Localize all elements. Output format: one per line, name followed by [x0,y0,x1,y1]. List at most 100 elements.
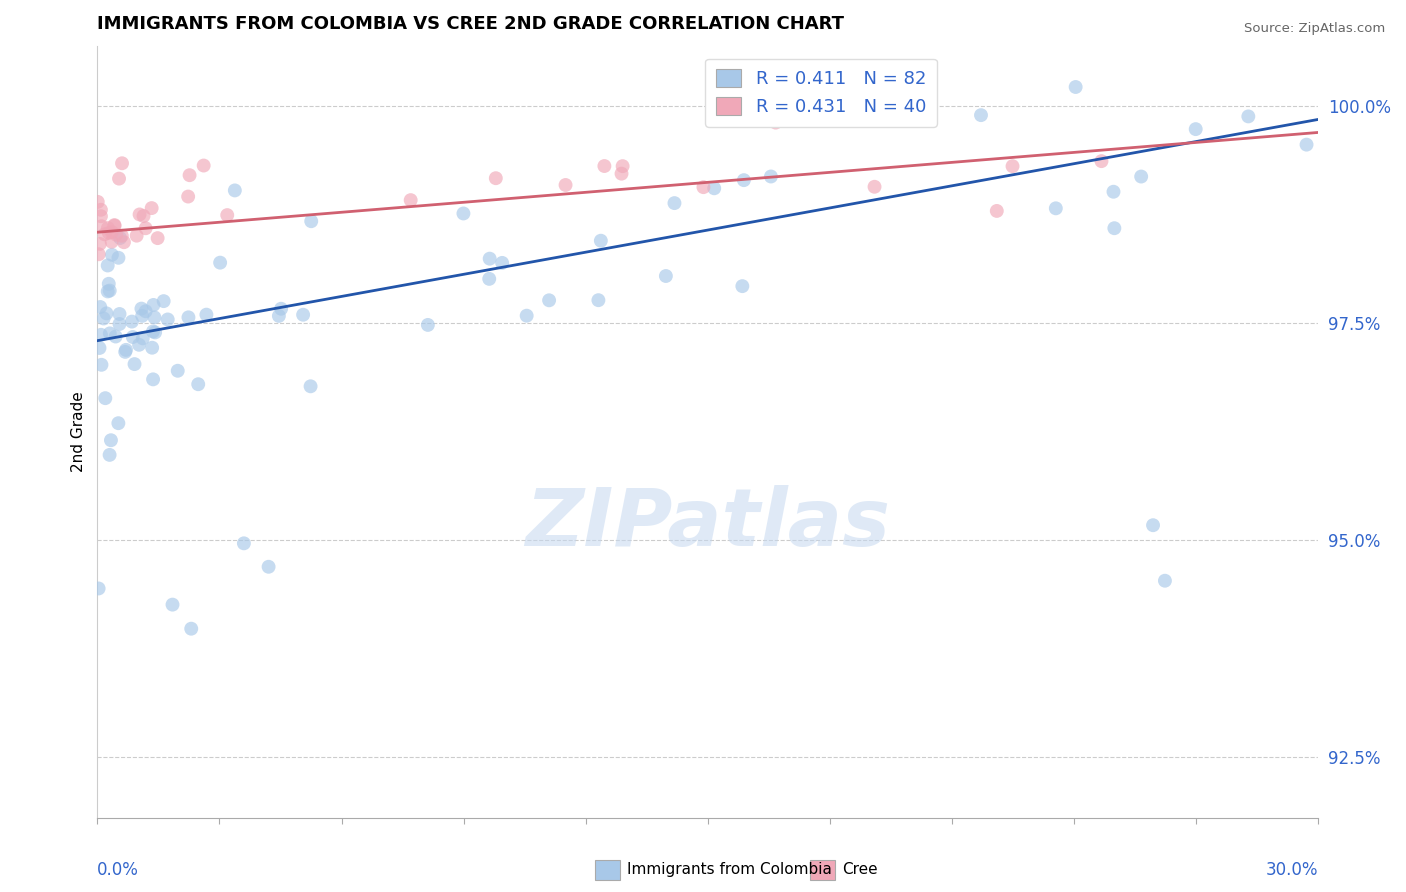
Point [89,300,111,314]
Point [267,309,290,323]
Point [485,171,508,186]
Point [89,341,111,355]
Point [986,203,1008,218]
Point [655,268,678,283]
Point [299,379,322,393]
Point [299,214,322,228]
Point [179,168,201,182]
Point [87,194,110,209]
Point [224,183,246,197]
Point [1001,159,1024,173]
Point [90,209,112,223]
Text: 0.0%: 0.0% [97,861,139,879]
Point [1237,109,1260,123]
Point [108,231,131,245]
Point [98,448,121,462]
Point [100,235,122,249]
Point [1184,122,1206,136]
Point [416,318,439,332]
Point [100,434,122,448]
Point [112,235,135,250]
Point [177,189,200,203]
Point [156,312,179,326]
Text: Source: ZipAtlas.com: Source: ZipAtlas.com [1244,22,1385,36]
Point [103,219,125,233]
Point [765,115,787,129]
Point [89,236,111,251]
Point [90,358,112,372]
Text: Immigrants from Colombia: Immigrants from Colombia [627,863,832,877]
Point [90,327,112,342]
Point [217,208,239,222]
Point [863,179,886,194]
Point [101,225,124,239]
Point [125,228,148,243]
Point [87,247,110,261]
Point [97,277,120,291]
Point [612,159,634,173]
Point [97,285,120,299]
Point [93,227,115,242]
Point [108,317,131,331]
Point [146,231,169,245]
Point [142,298,165,312]
Point [180,622,202,636]
Point [593,159,616,173]
Point [195,308,218,322]
Point [1045,202,1067,216]
Point [1064,80,1087,95]
Point [554,178,576,192]
Point [141,201,163,215]
Point [132,209,155,223]
Point [90,219,112,234]
Point [1295,137,1317,152]
Point [491,256,513,270]
Point [232,536,254,550]
Point [453,206,475,220]
Point [1090,154,1112,169]
Point [94,391,117,405]
Point [121,315,143,329]
Point [759,169,782,184]
Point [166,364,188,378]
Point [692,180,714,194]
Point [97,226,120,240]
Legend: R = 0.411   N = 82, R = 0.431   N = 40: R = 0.411 N = 82, R = 0.431 N = 40 [704,59,936,127]
Point [108,307,131,321]
Point [270,301,292,316]
Text: 30.0%: 30.0% [1265,861,1319,879]
Point [970,108,993,122]
Point [111,156,134,170]
Point [98,284,121,298]
Point [97,221,120,235]
Point [703,181,725,195]
Point [141,341,163,355]
Point [135,221,157,235]
Point [142,325,165,339]
Text: IMMIGRANTS FROM COLOMBIA VS CREE 2ND GRADE CORRELATION CHART: IMMIGRANTS FROM COLOMBIA VS CREE 2ND GRA… [97,15,845,33]
Point [897,78,920,93]
Point [664,196,686,211]
Point [121,330,143,344]
Point [90,202,112,217]
Point [115,343,138,357]
Point [162,598,184,612]
Text: Cree: Cree [842,863,877,877]
Point [131,301,153,316]
Point [93,311,115,326]
Point [108,171,131,186]
Point [177,310,200,325]
Point [187,377,209,392]
Point [143,326,166,340]
Point [538,293,561,308]
Point [516,309,538,323]
Point [1104,221,1126,235]
Point [128,207,150,221]
Point [399,193,422,207]
Point [292,308,315,322]
Point [143,310,166,325]
Point [152,294,174,309]
Point [588,293,610,308]
Point [103,218,125,232]
Point [101,248,124,262]
